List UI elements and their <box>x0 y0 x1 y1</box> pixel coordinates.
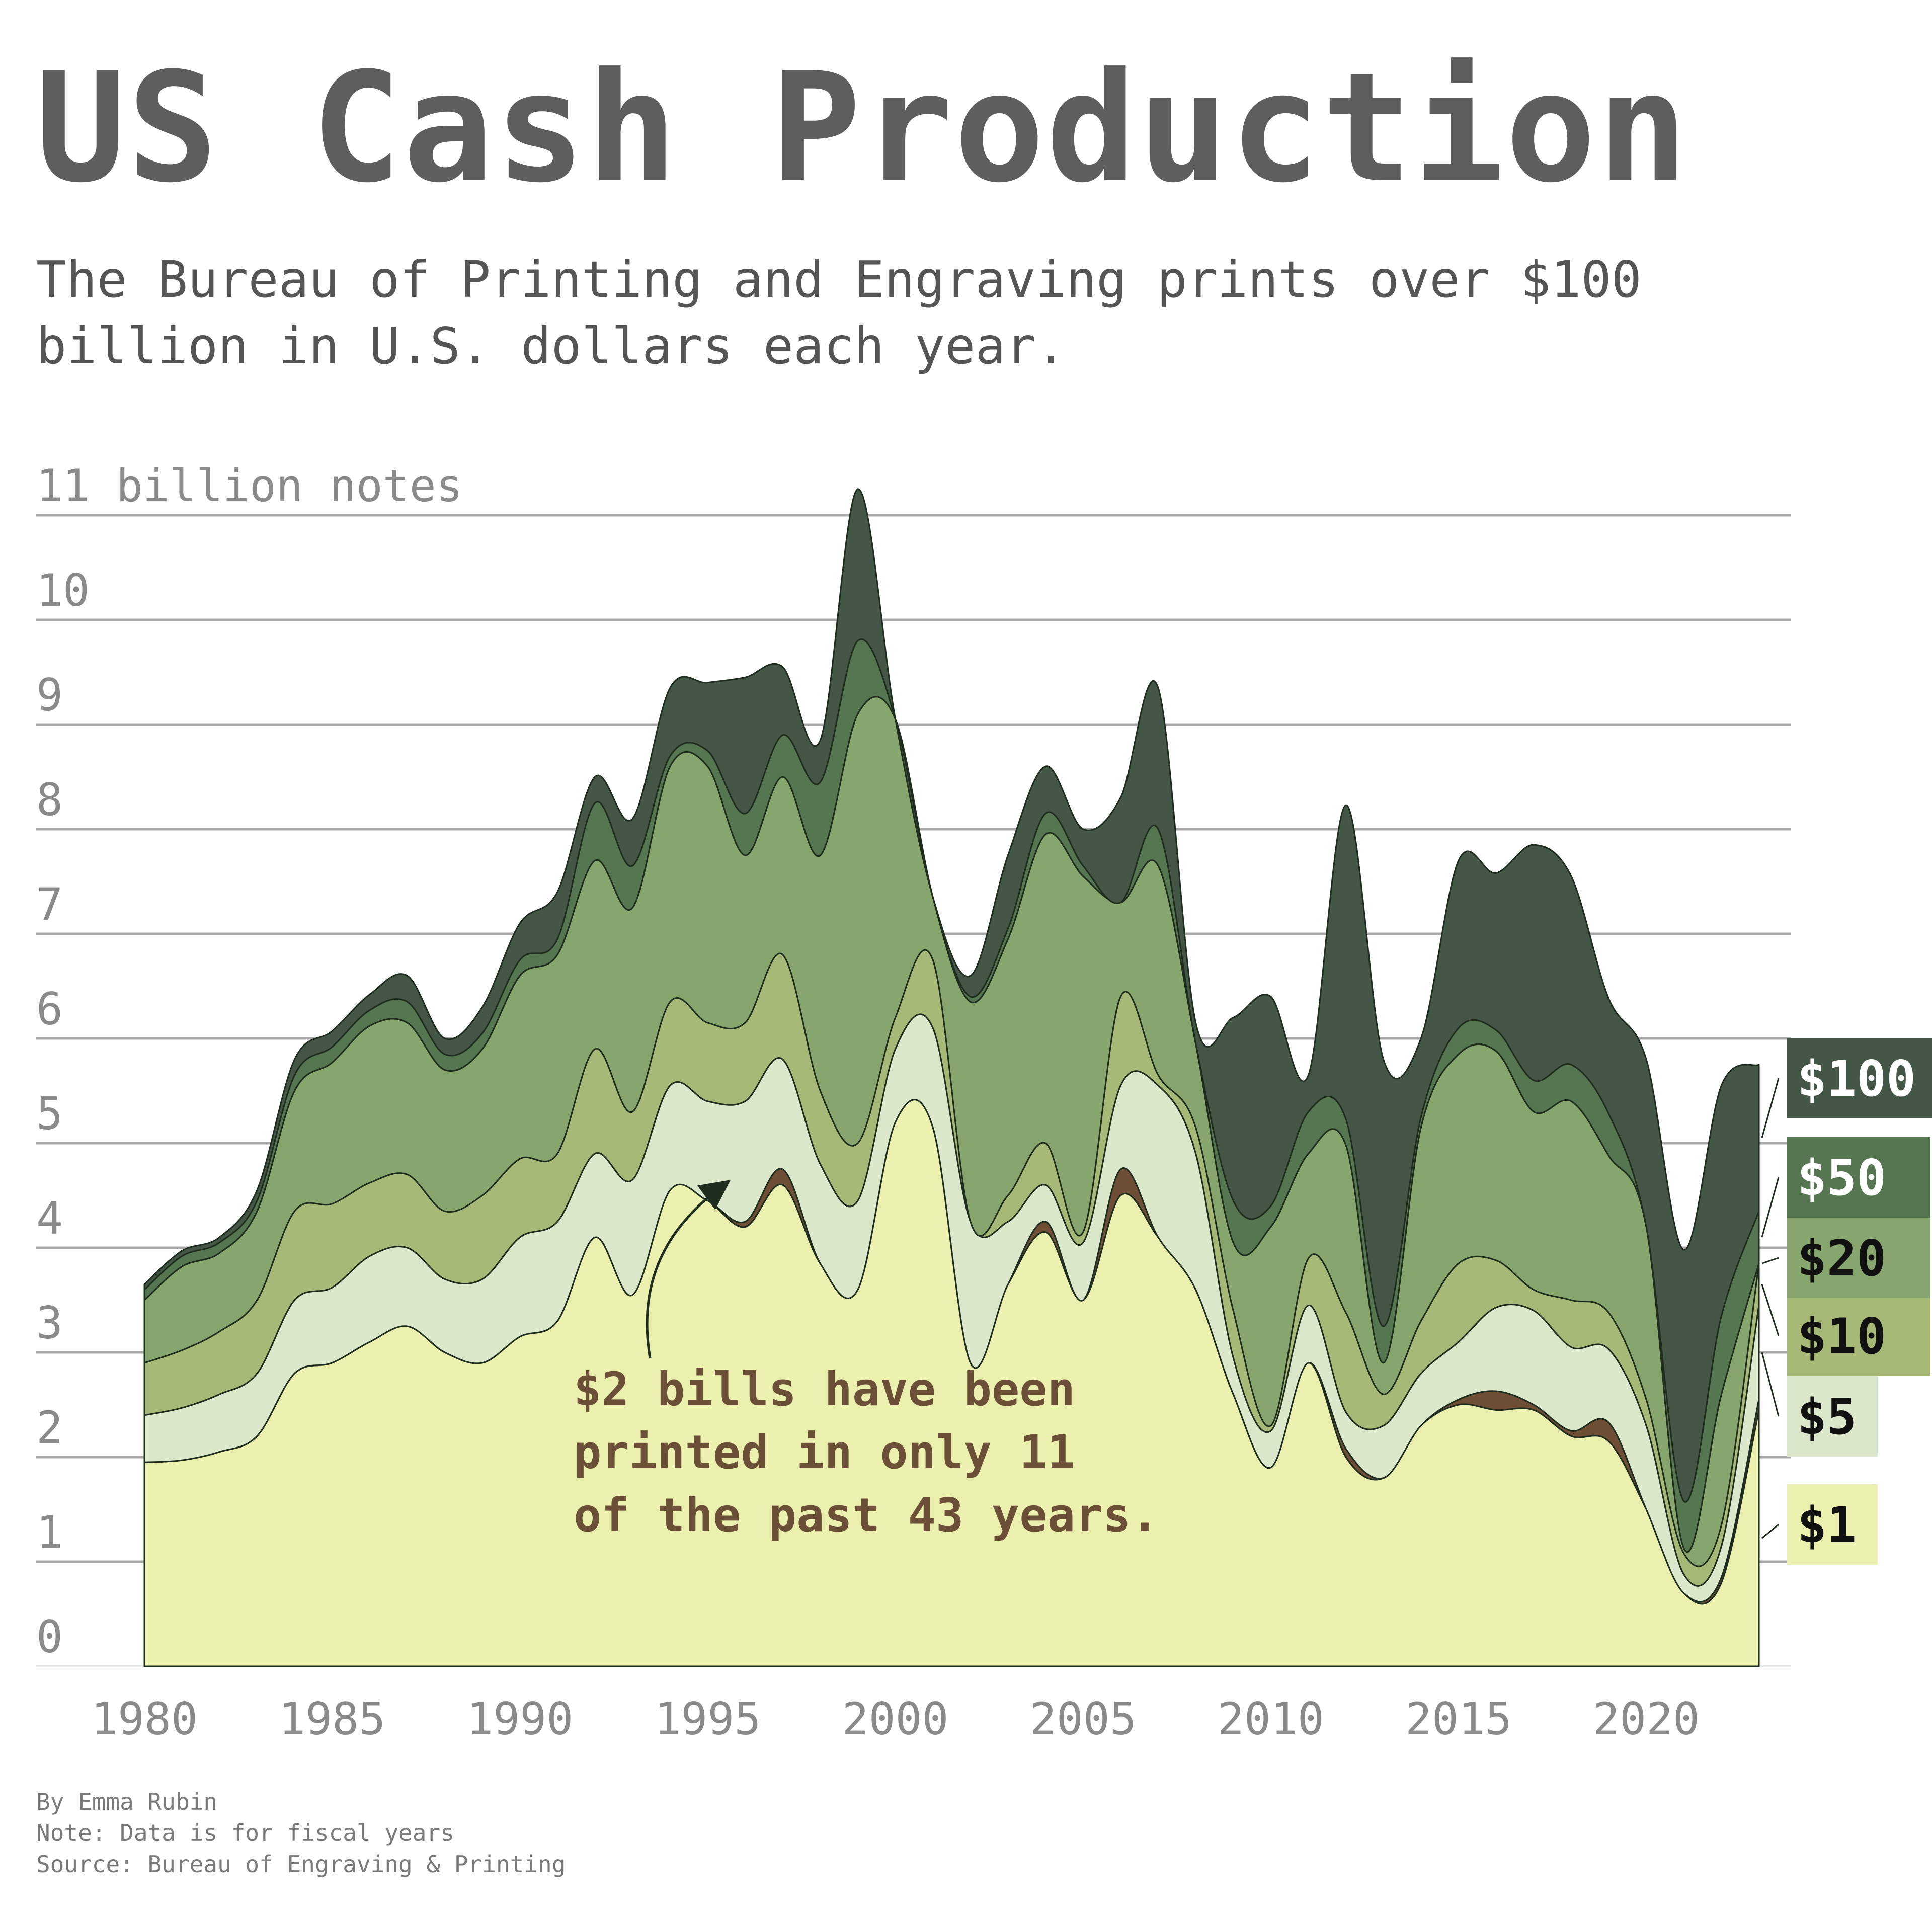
x-tick-label: 1980 <box>91 1693 198 1745</box>
y-tick-label: 0 <box>36 1611 63 1663</box>
series-label-text: $10 <box>1797 1308 1886 1365</box>
series-label-usd20: $20 <box>1761 1218 1930 1298</box>
y-tick-label: 3 <box>36 1297 63 1349</box>
x-tick-label: 2000 <box>842 1693 949 1745</box>
annotation-text: $2 bills have been <box>574 1362 1075 1416</box>
annotation: $2 bills have been printed in only 11 of t… <box>574 1180 1159 1542</box>
y-tick-label: 11 billion notes <box>36 460 463 512</box>
area-series <box>143 488 1760 1667</box>
series-label-box <box>1787 1296 1930 1376</box>
annotation-text: printed in only 11 <box>574 1425 1075 1479</box>
series-label-text: $20 <box>1797 1230 1886 1288</box>
y-tick-label: 5 <box>36 1088 63 1140</box>
area-usd100 <box>143 488 1760 1503</box>
leader-line <box>1761 1523 1779 1539</box>
byline: By Emma Rubin <box>36 1788 218 1815</box>
leader-line <box>1761 1177 1780 1238</box>
leader-line <box>1761 1257 1779 1264</box>
y-tick-label: 4 <box>36 1192 63 1244</box>
leader-line <box>1761 1284 1780 1336</box>
page-subtitle: The Bureau of Printing and Engraving pri… <box>36 250 1642 375</box>
page-title: US Cash Production <box>35 40 1689 216</box>
x-tick-label: 1995 <box>654 1693 761 1745</box>
note: Note: Data is for fiscal years <box>36 1819 454 1846</box>
y-tick-label: 7 <box>36 878 63 930</box>
series-label-text: $5 <box>1797 1389 1857 1446</box>
series-label-usd10: $10 <box>1761 1284 1930 1376</box>
series-label-text: $1 <box>1797 1497 1857 1554</box>
x-tick-label: 1990 <box>466 1693 573 1745</box>
source: Source: Bureau of Engraving & Printing <box>36 1851 566 1878</box>
y-tick-label: 6 <box>36 983 63 1035</box>
x-tick-label: 1985 <box>279 1693 385 1745</box>
y-tick-label: 9 <box>36 669 63 721</box>
annotation-text: of the past 43 years. <box>574 1488 1159 1542</box>
series-label-usd50: $50 <box>1761 1137 1930 1238</box>
x-tick-label: 2015 <box>1405 1693 1512 1745</box>
series-label-usd1: $1 <box>1761 1484 1878 1565</box>
series-label-box <box>1787 1484 1878 1565</box>
x-axis: 1980 1985 1990 1995 2000 2005 2010 2015 2020 <box>91 1693 1700 1745</box>
series-label-box <box>1787 1376 1878 1457</box>
y-axis: 0 1 2 3 4 5 6 7 8 9 10 11 billion notes <box>36 460 463 1663</box>
series-label-usd100: $100 <box>1761 1038 1932 1139</box>
series-label-box <box>1787 1038 1932 1118</box>
annotation-arrow <box>646 1180 731 1359</box>
leader-line <box>1761 1352 1780 1417</box>
y-tick-label: 8 <box>36 774 63 826</box>
x-tick-label: 2005 <box>1030 1693 1137 1745</box>
y-tick-label: 1 <box>36 1506 63 1558</box>
footer: By Emma Rubin Note: Data is for fiscal y… <box>36 1786 566 1880</box>
series-label-text: $50 <box>1797 1150 1886 1207</box>
y-tick-label: 10 <box>36 565 90 616</box>
x-tick-label: 2010 <box>1218 1693 1324 1745</box>
series-labels: $1 $5 $10 $20 $50 $100 <box>1761 1038 1932 1565</box>
series-label-usd5: $5 <box>1761 1352 1878 1457</box>
series-label-box <box>1787 1218 1930 1298</box>
series-label-box <box>1787 1137 1930 1218</box>
series-label-text: $100 <box>1797 1051 1916 1108</box>
y-tick-label: 2 <box>36 1402 63 1454</box>
leader-line <box>1761 1078 1780 1139</box>
x-tick-label: 2020 <box>1593 1693 1700 1745</box>
